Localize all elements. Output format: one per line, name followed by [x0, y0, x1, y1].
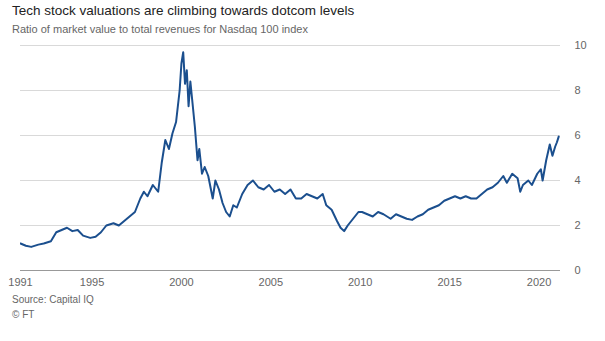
html-text:Source: Capital IQ: Source: Capital IQ [12, 294, 94, 305]
svg-text:2010: 2010 [348, 276, 372, 288]
svg-text:2005: 2005 [259, 276, 283, 288]
svg-text:6: 6 [575, 129, 581, 141]
svg-text:2020: 2020 [527, 276, 551, 288]
svg-text:2000: 2000 [169, 276, 193, 288]
svg-text:2: 2 [575, 219, 581, 231]
svg-text:1995: 1995 [80, 276, 104, 288]
html-text:© FT: © FT [12, 309, 35, 320]
svg-text:10: 10 [575, 39, 587, 51]
svg-text:1991: 1991 [8, 276, 32, 288]
svg-text:8: 8 [575, 84, 581, 96]
svg-text:0: 0 [575, 264, 581, 276]
html-text:Tech stock valuations are clim: Tech stock valuations are climbing towar… [12, 3, 355, 18]
svg-text:4: 4 [575, 174, 581, 186]
svg-text:2015: 2015 [437, 276, 461, 288]
html-text:Ratio of market value to total: Ratio of market value to total revenues … [12, 23, 308, 35]
